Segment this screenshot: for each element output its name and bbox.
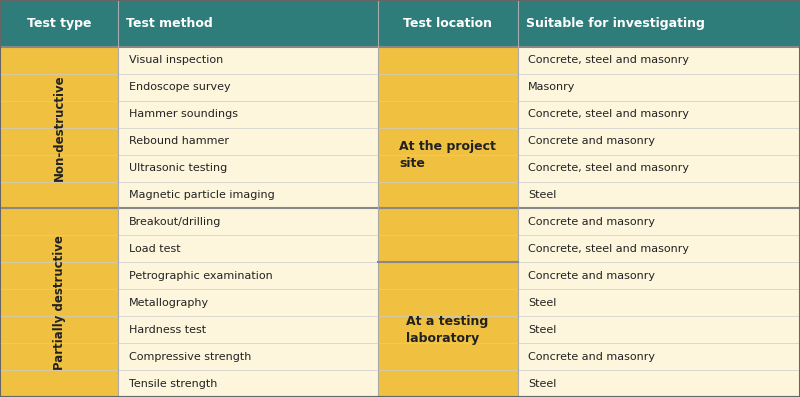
- Bar: [118, 101, 378, 128]
- Text: Endoscope survey: Endoscope survey: [129, 82, 230, 92]
- Text: At the project
site: At the project site: [399, 140, 496, 170]
- Bar: [118, 316, 378, 343]
- Bar: [118, 0, 378, 47]
- Bar: [518, 181, 800, 208]
- Text: Concrete and masonry: Concrete and masonry: [528, 136, 655, 146]
- Bar: [0, 289, 118, 316]
- Text: Hammer soundings: Hammer soundings: [129, 109, 238, 119]
- Text: Concrete, steel and masonry: Concrete, steel and masonry: [528, 244, 689, 254]
- Text: Suitable for investigating: Suitable for investigating: [526, 17, 705, 30]
- Text: Concrete and masonry: Concrete and masonry: [528, 352, 655, 362]
- Text: Petrographic examination: Petrographic examination: [129, 271, 273, 281]
- Text: Steel: Steel: [528, 298, 556, 308]
- Text: Magnetic particle imaging: Magnetic particle imaging: [129, 190, 274, 200]
- Text: Concrete and masonry: Concrete and masonry: [528, 271, 655, 281]
- Text: Hardness test: Hardness test: [129, 325, 206, 335]
- Text: Partially destructive: Partially destructive: [53, 235, 66, 370]
- Bar: [378, 289, 518, 316]
- Bar: [0, 370, 118, 397]
- Bar: [518, 289, 800, 316]
- Bar: [0, 316, 118, 343]
- Bar: [378, 262, 518, 289]
- Bar: [118, 262, 378, 289]
- Bar: [0, 154, 118, 181]
- Text: Tensile strength: Tensile strength: [129, 378, 217, 389]
- Text: Masonry: Masonry: [528, 82, 575, 92]
- Bar: [378, 316, 518, 343]
- Bar: [118, 235, 378, 262]
- Text: Ultrasonic testing: Ultrasonic testing: [129, 163, 227, 173]
- Text: Non-destructive: Non-destructive: [53, 74, 66, 181]
- Bar: [118, 74, 378, 101]
- Text: Load test: Load test: [129, 244, 181, 254]
- Bar: [518, 101, 800, 128]
- Text: Metallography: Metallography: [129, 298, 209, 308]
- Text: At a testing
laboratory: At a testing laboratory: [406, 315, 489, 345]
- Bar: [518, 235, 800, 262]
- Bar: [378, 74, 518, 101]
- Text: Steel: Steel: [528, 378, 556, 389]
- Bar: [518, 370, 800, 397]
- Text: Breakout/drilling: Breakout/drilling: [129, 217, 221, 227]
- Bar: [378, 343, 518, 370]
- Bar: [518, 343, 800, 370]
- Bar: [0, 0, 118, 47]
- Bar: [518, 128, 800, 154]
- Bar: [118, 154, 378, 181]
- Bar: [0, 74, 118, 101]
- Bar: [518, 0, 800, 47]
- Bar: [518, 316, 800, 343]
- Text: Steel: Steel: [528, 325, 556, 335]
- Bar: [118, 208, 378, 235]
- Text: Concrete and masonry: Concrete and masonry: [528, 217, 655, 227]
- Text: Rebound hammer: Rebound hammer: [129, 136, 229, 146]
- Text: Compressive strength: Compressive strength: [129, 352, 251, 362]
- Bar: [518, 74, 800, 101]
- Bar: [378, 370, 518, 397]
- Bar: [378, 0, 518, 47]
- Bar: [118, 181, 378, 208]
- Bar: [0, 101, 118, 128]
- Text: Test method: Test method: [126, 17, 213, 30]
- Bar: [0, 235, 118, 262]
- Bar: [0, 128, 118, 154]
- Bar: [378, 101, 518, 128]
- Text: Concrete, steel and masonry: Concrete, steel and masonry: [528, 109, 689, 119]
- Bar: [518, 208, 800, 235]
- Bar: [378, 128, 518, 154]
- Bar: [0, 47, 118, 74]
- Bar: [118, 370, 378, 397]
- Bar: [378, 154, 518, 181]
- Text: Concrete, steel and masonry: Concrete, steel and masonry: [528, 163, 689, 173]
- Bar: [118, 343, 378, 370]
- Bar: [378, 181, 518, 208]
- Bar: [518, 154, 800, 181]
- Bar: [0, 262, 118, 289]
- Bar: [518, 262, 800, 289]
- Text: Visual inspection: Visual inspection: [129, 55, 223, 66]
- Bar: [0, 181, 118, 208]
- Bar: [378, 235, 518, 262]
- Bar: [118, 128, 378, 154]
- Bar: [378, 47, 518, 74]
- Text: Concrete, steel and masonry: Concrete, steel and masonry: [528, 55, 689, 66]
- Text: Test type: Test type: [27, 17, 91, 30]
- Bar: [118, 289, 378, 316]
- Bar: [518, 47, 800, 74]
- Bar: [0, 343, 118, 370]
- Text: Steel: Steel: [528, 190, 556, 200]
- Bar: [378, 208, 518, 235]
- Bar: [0, 208, 118, 235]
- Bar: [118, 47, 378, 74]
- Text: Test location: Test location: [403, 17, 492, 30]
